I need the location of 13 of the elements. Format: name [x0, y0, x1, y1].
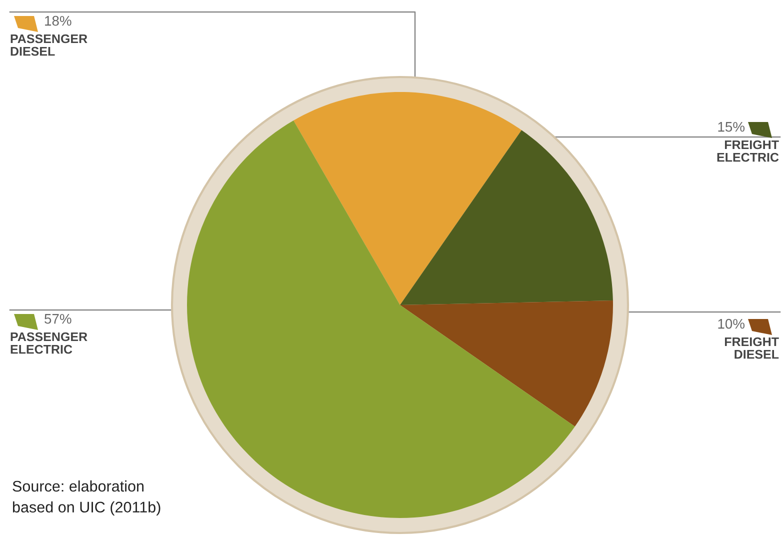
data-label: 15%: [718, 122, 745, 132]
pie-slice: [400, 130, 613, 305]
pie-slice: [294, 92, 522, 305]
legend-label: FREIGHT ELECTRIC: [717, 140, 779, 162]
data-label: 10%: [718, 318, 745, 329]
pie-slice: [187, 120, 575, 518]
source-note: Source: elaboration based on UIC (2011b): [12, 480, 160, 516]
data-label: 18%: [45, 16, 72, 26]
pie-slice: [400, 300, 613, 427]
legend-label: FREIGHT DIESEL: [724, 337, 779, 359]
legend-label: PASSENGER DIESEL: [10, 34, 88, 56]
data-label: 57%: [44, 314, 72, 324]
legend-label: PASSENGER ELECTRIC: [10, 332, 88, 354]
